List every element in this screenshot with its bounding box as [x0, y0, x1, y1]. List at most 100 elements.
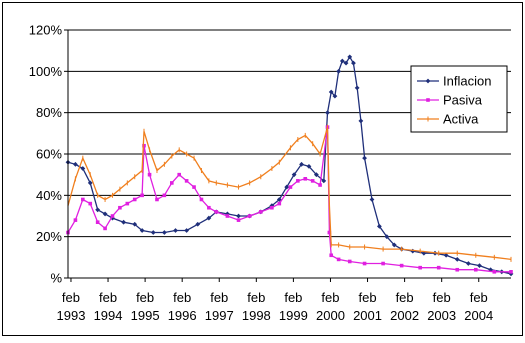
y-tick-label: %: [50, 271, 62, 286]
data-point-inflacion: [376, 223, 382, 229]
x-tick-label-year: 1994: [94, 308, 123, 323]
legend-marker-pasiva: [426, 98, 430, 102]
data-point-pasiva: [347, 259, 352, 264]
data-point-inflacion: [351, 60, 356, 66]
legend-label-activa: Activa: [443, 112, 479, 127]
data-point-pasiva: [225, 214, 230, 218]
data-point-inflacion: [306, 164, 312, 169]
x-tick-label-year: 1996: [168, 308, 197, 323]
series-lines: [65, 54, 514, 277]
legend-entry-inflacion: Inflacion: [417, 74, 491, 89]
data-point-inflacion: [343, 60, 349, 66]
data-point-inflacion: [336, 68, 342, 74]
data-point-pasiva: [214, 210, 219, 214]
y-tick-label: 80%: [36, 105, 62, 120]
data-point-pasiva: [118, 205, 122, 210]
data-point-pasiva: [399, 263, 404, 268]
data-point-inflacion: [161, 230, 167, 235]
y-tick-label: 120%: [29, 23, 63, 38]
x-tick-label-year: 2001: [353, 308, 382, 323]
data-point-pasiva: [509, 270, 513, 274]
data-point-inflacion: [299, 161, 304, 167]
y-tick-label: 60%: [36, 147, 62, 162]
data-point-inflacion: [284, 184, 290, 190]
x-tick-label-year: 1993: [57, 308, 86, 323]
data-point-inflacion: [139, 228, 145, 233]
data-point-pasiva: [310, 179, 315, 183]
x-tick-label-year: 1995: [131, 308, 160, 323]
data-point-inflacion: [358, 118, 364, 124]
data-point-inflacion: [291, 172, 297, 178]
data-point-pasiva: [236, 218, 241, 222]
data-point-pasiva: [473, 267, 478, 272]
data-point-inflacion: [195, 221, 201, 227]
data-point-inflacion: [95, 207, 101, 213]
x-tick-label-year: 2003: [427, 308, 456, 323]
data-point-pasiva: [207, 205, 211, 210]
data-point-pasiva: [296, 179, 300, 183]
data-point-pasiva: [270, 205, 274, 210]
data-point-pasiva: [142, 143, 146, 148]
x-tick-label-month: feb: [358, 290, 376, 305]
y-tick-label: 100%: [29, 64, 63, 79]
data-point-inflacion: [236, 213, 241, 219]
x-tick-label-month: feb: [62, 290, 80, 305]
data-point-inflacion: [354, 85, 360, 91]
data-point-inflacion: [362, 155, 367, 161]
data-point-pasiva: [362, 261, 367, 266]
data-point-pasiva: [103, 226, 107, 231]
data-point-inflacion: [369, 197, 375, 202]
data-point-inflacion: [384, 234, 390, 240]
x-tick-label-month: feb: [136, 290, 154, 305]
data-point-inflacion: [173, 228, 178, 233]
data-point-pasiva: [88, 201, 93, 206]
data-point-pasiva: [329, 253, 334, 258]
data-point-pasiva: [125, 201, 130, 206]
data-point-pasiva: [192, 185, 196, 189]
data-point-pasiva: [132, 197, 137, 202]
series-pasiva: [66, 125, 513, 274]
x-tick-label-year: 1997: [205, 308, 234, 323]
x-tick-label-month: feb: [470, 290, 488, 305]
data-point-inflacion: [454, 257, 460, 262]
data-point-pasiva: [81, 197, 85, 202]
data-point-inflacion: [73, 161, 78, 167]
x-tick-label-year: 1998: [242, 308, 271, 323]
data-point-inflacion: [465, 261, 471, 266]
data-point-inflacion: [391, 242, 397, 248]
data-point-pasiva: [155, 197, 159, 202]
data-point-pasiva: [73, 218, 78, 222]
x-tick-label-month: feb: [321, 290, 339, 305]
x-tick-label-year: 2002: [390, 308, 419, 323]
data-point-pasiva: [95, 220, 100, 224]
y-tick-label: 20%: [36, 229, 62, 244]
series-activa: [67, 124, 512, 262]
legend-label-inflacion: Inflacion: [443, 74, 491, 89]
data-point-inflacion: [132, 221, 138, 227]
data-point-inflacion: [347, 54, 353, 60]
x-tick-label-month: feb: [210, 290, 228, 305]
data-point-pasiva: [177, 172, 182, 177]
x-tick-label-month: feb: [284, 290, 302, 305]
data-point-inflacion: [332, 93, 338, 99]
data-point-inflacion: [206, 215, 212, 221]
x-tick-label-month: feb: [396, 290, 414, 305]
x-tick-label-year: 2000: [316, 308, 345, 323]
legend: Inflacion Pasiva Activa: [410, 65, 508, 133]
data-point-inflacion: [150, 230, 156, 235]
x-tick-label-year: 2004: [464, 308, 493, 323]
legend-marker-inflacion: [425, 78, 431, 84]
data-point-pasiva: [140, 193, 144, 198]
data-point-pasiva: [288, 185, 293, 189]
data-point-pasiva: [318, 183, 322, 187]
data-point-pasiva: [455, 267, 460, 272]
data-point-inflacion: [328, 89, 334, 95]
data-point-inflacion: [121, 219, 127, 225]
data-point-pasiva: [110, 214, 115, 218]
x-tick-label-year: 1999: [279, 308, 308, 323]
data-point-pasiva: [336, 257, 341, 262]
data-point-pasiva: [327, 230, 332, 235]
legend-label-pasiva: Pasiva: [443, 93, 483, 108]
